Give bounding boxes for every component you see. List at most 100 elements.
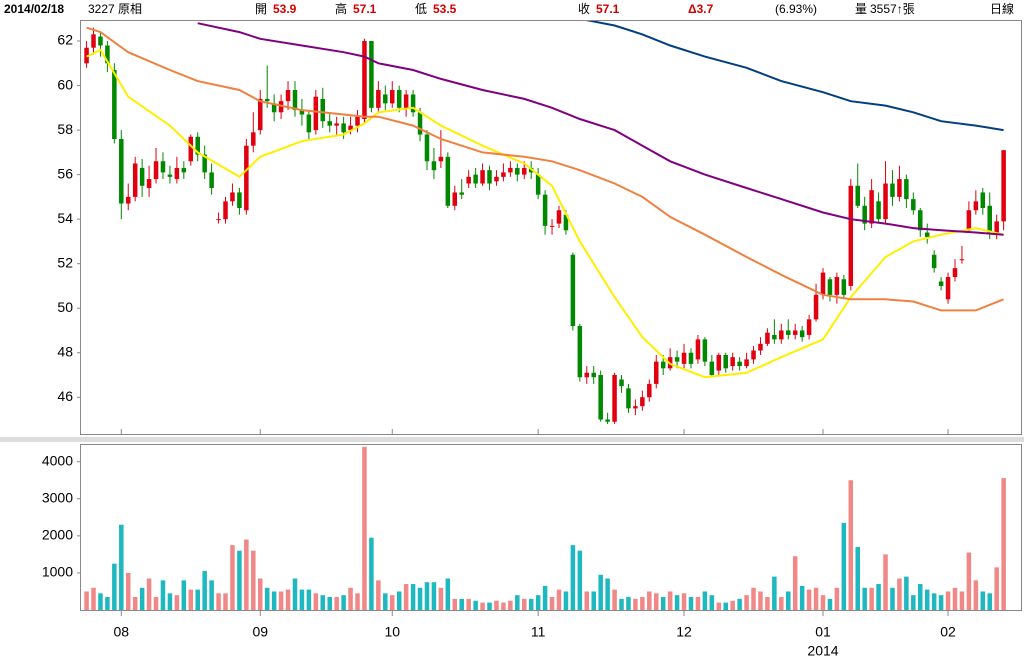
candle-body <box>702 339 708 362</box>
candle-body <box>174 167 180 180</box>
candle-body <box>424 134 430 162</box>
candle-body <box>146 179 152 188</box>
volume-bar <box>945 591 951 610</box>
candle-body <box>237 192 242 209</box>
volume-bar <box>521 598 527 610</box>
candle-body <box>966 210 972 231</box>
volume-bar <box>334 597 339 610</box>
volume-bar <box>876 584 881 610</box>
y-tick-label: 60 <box>57 76 73 92</box>
x-tick-label: 09 <box>252 624 268 640</box>
volume-bar <box>167 593 173 610</box>
close-label: 收 <box>578 2 590 16</box>
candle-body <box>876 201 881 220</box>
moving-average <box>197 22 1004 236</box>
volume-bar <box>438 587 444 610</box>
candle-body <box>647 383 652 398</box>
volume-bar <box>306 589 312 610</box>
vol-y-tick-label: 2000 <box>42 527 73 543</box>
candle-body <box>918 210 923 231</box>
candle-body <box>577 326 583 378</box>
candle-body <box>181 167 187 173</box>
candle-body <box>827 279 833 295</box>
volume-bar <box>535 595 541 610</box>
candle-body <box>438 156 444 162</box>
volume-bar <box>528 598 534 610</box>
candle-body <box>549 225 555 227</box>
volume-bar <box>841 522 847 610</box>
candle-body <box>994 221 999 233</box>
candle-body <box>264 98 270 102</box>
volume-bar <box>806 589 812 610</box>
y-tick-label: 52 <box>57 254 73 270</box>
candle-body <box>772 334 777 340</box>
candle-body <box>799 330 805 338</box>
candle-body <box>959 259 965 261</box>
candle-body <box>813 294 819 320</box>
volume-bar <box>765 597 770 610</box>
candle-body <box>355 116 360 126</box>
volume-bar <box>577 550 583 610</box>
low-value: 53.5 <box>433 2 457 16</box>
volume-bar <box>653 593 659 610</box>
candle-body <box>257 98 263 131</box>
candle-body <box>209 172 214 188</box>
volume-bar <box>751 587 756 610</box>
high-label: 高 <box>335 1 347 16</box>
volume-bar <box>827 598 833 610</box>
volume-bar <box>348 587 353 610</box>
candle-body <box>320 98 326 122</box>
volume-panel <box>80 444 1022 611</box>
year-label: 2014 <box>807 643 838 659</box>
candle-body <box>403 94 409 108</box>
candle-body <box>348 125 353 131</box>
candle-body <box>202 154 207 173</box>
volume-bar <box>244 539 249 610</box>
volume-bar <box>396 591 402 610</box>
y-tick-label: 62 <box>57 32 73 48</box>
separator <box>0 437 1024 442</box>
volume-bar <box>792 556 798 610</box>
volume-bar <box>1001 478 1006 610</box>
volume-bar <box>389 595 395 610</box>
volume-bar <box>299 589 305 610</box>
candle-body <box>938 281 944 286</box>
candle-body <box>619 379 624 387</box>
vol-y-tick-label: 1000 <box>42 564 73 580</box>
volume-bar <box>848 480 854 610</box>
candle-body <box>125 196 131 204</box>
candle-body <box>904 179 909 200</box>
volume-bar <box>327 597 332 610</box>
change: Δ3.7 <box>688 2 714 16</box>
volume-bar <box>667 591 673 610</box>
volume-bar <box>292 578 298 610</box>
candle-body <box>119 139 124 204</box>
candle-body <box>508 167 513 173</box>
volume-bar <box>709 595 715 610</box>
volume-bar <box>285 589 291 610</box>
volume-bar <box>237 550 242 610</box>
x-tick-label: 08 <box>114 624 130 640</box>
candle-body <box>452 192 458 206</box>
candle-body <box>466 176 471 184</box>
candle-body <box>362 41 367 119</box>
volume-bar <box>605 578 610 610</box>
change-pct: (6.93%) <box>775 2 817 16</box>
volume-bar <box>376 580 381 610</box>
candle-body <box>84 47 89 64</box>
candle-body <box>765 332 770 344</box>
high-value: 57.1 <box>353 2 377 16</box>
volume-bar <box>119 524 124 610</box>
candle-body <box>383 94 388 104</box>
close-value: 57.1 <box>596 2 620 16</box>
volume-bar <box>146 578 152 610</box>
volume-bar <box>508 600 513 610</box>
candle-body <box>681 352 687 364</box>
candle-body <box>521 167 527 175</box>
candle-body <box>376 90 381 108</box>
candle-body <box>160 161 166 173</box>
volume-bar <box>91 587 96 610</box>
candle-body <box>987 205 992 233</box>
volume-bar <box>202 571 207 610</box>
